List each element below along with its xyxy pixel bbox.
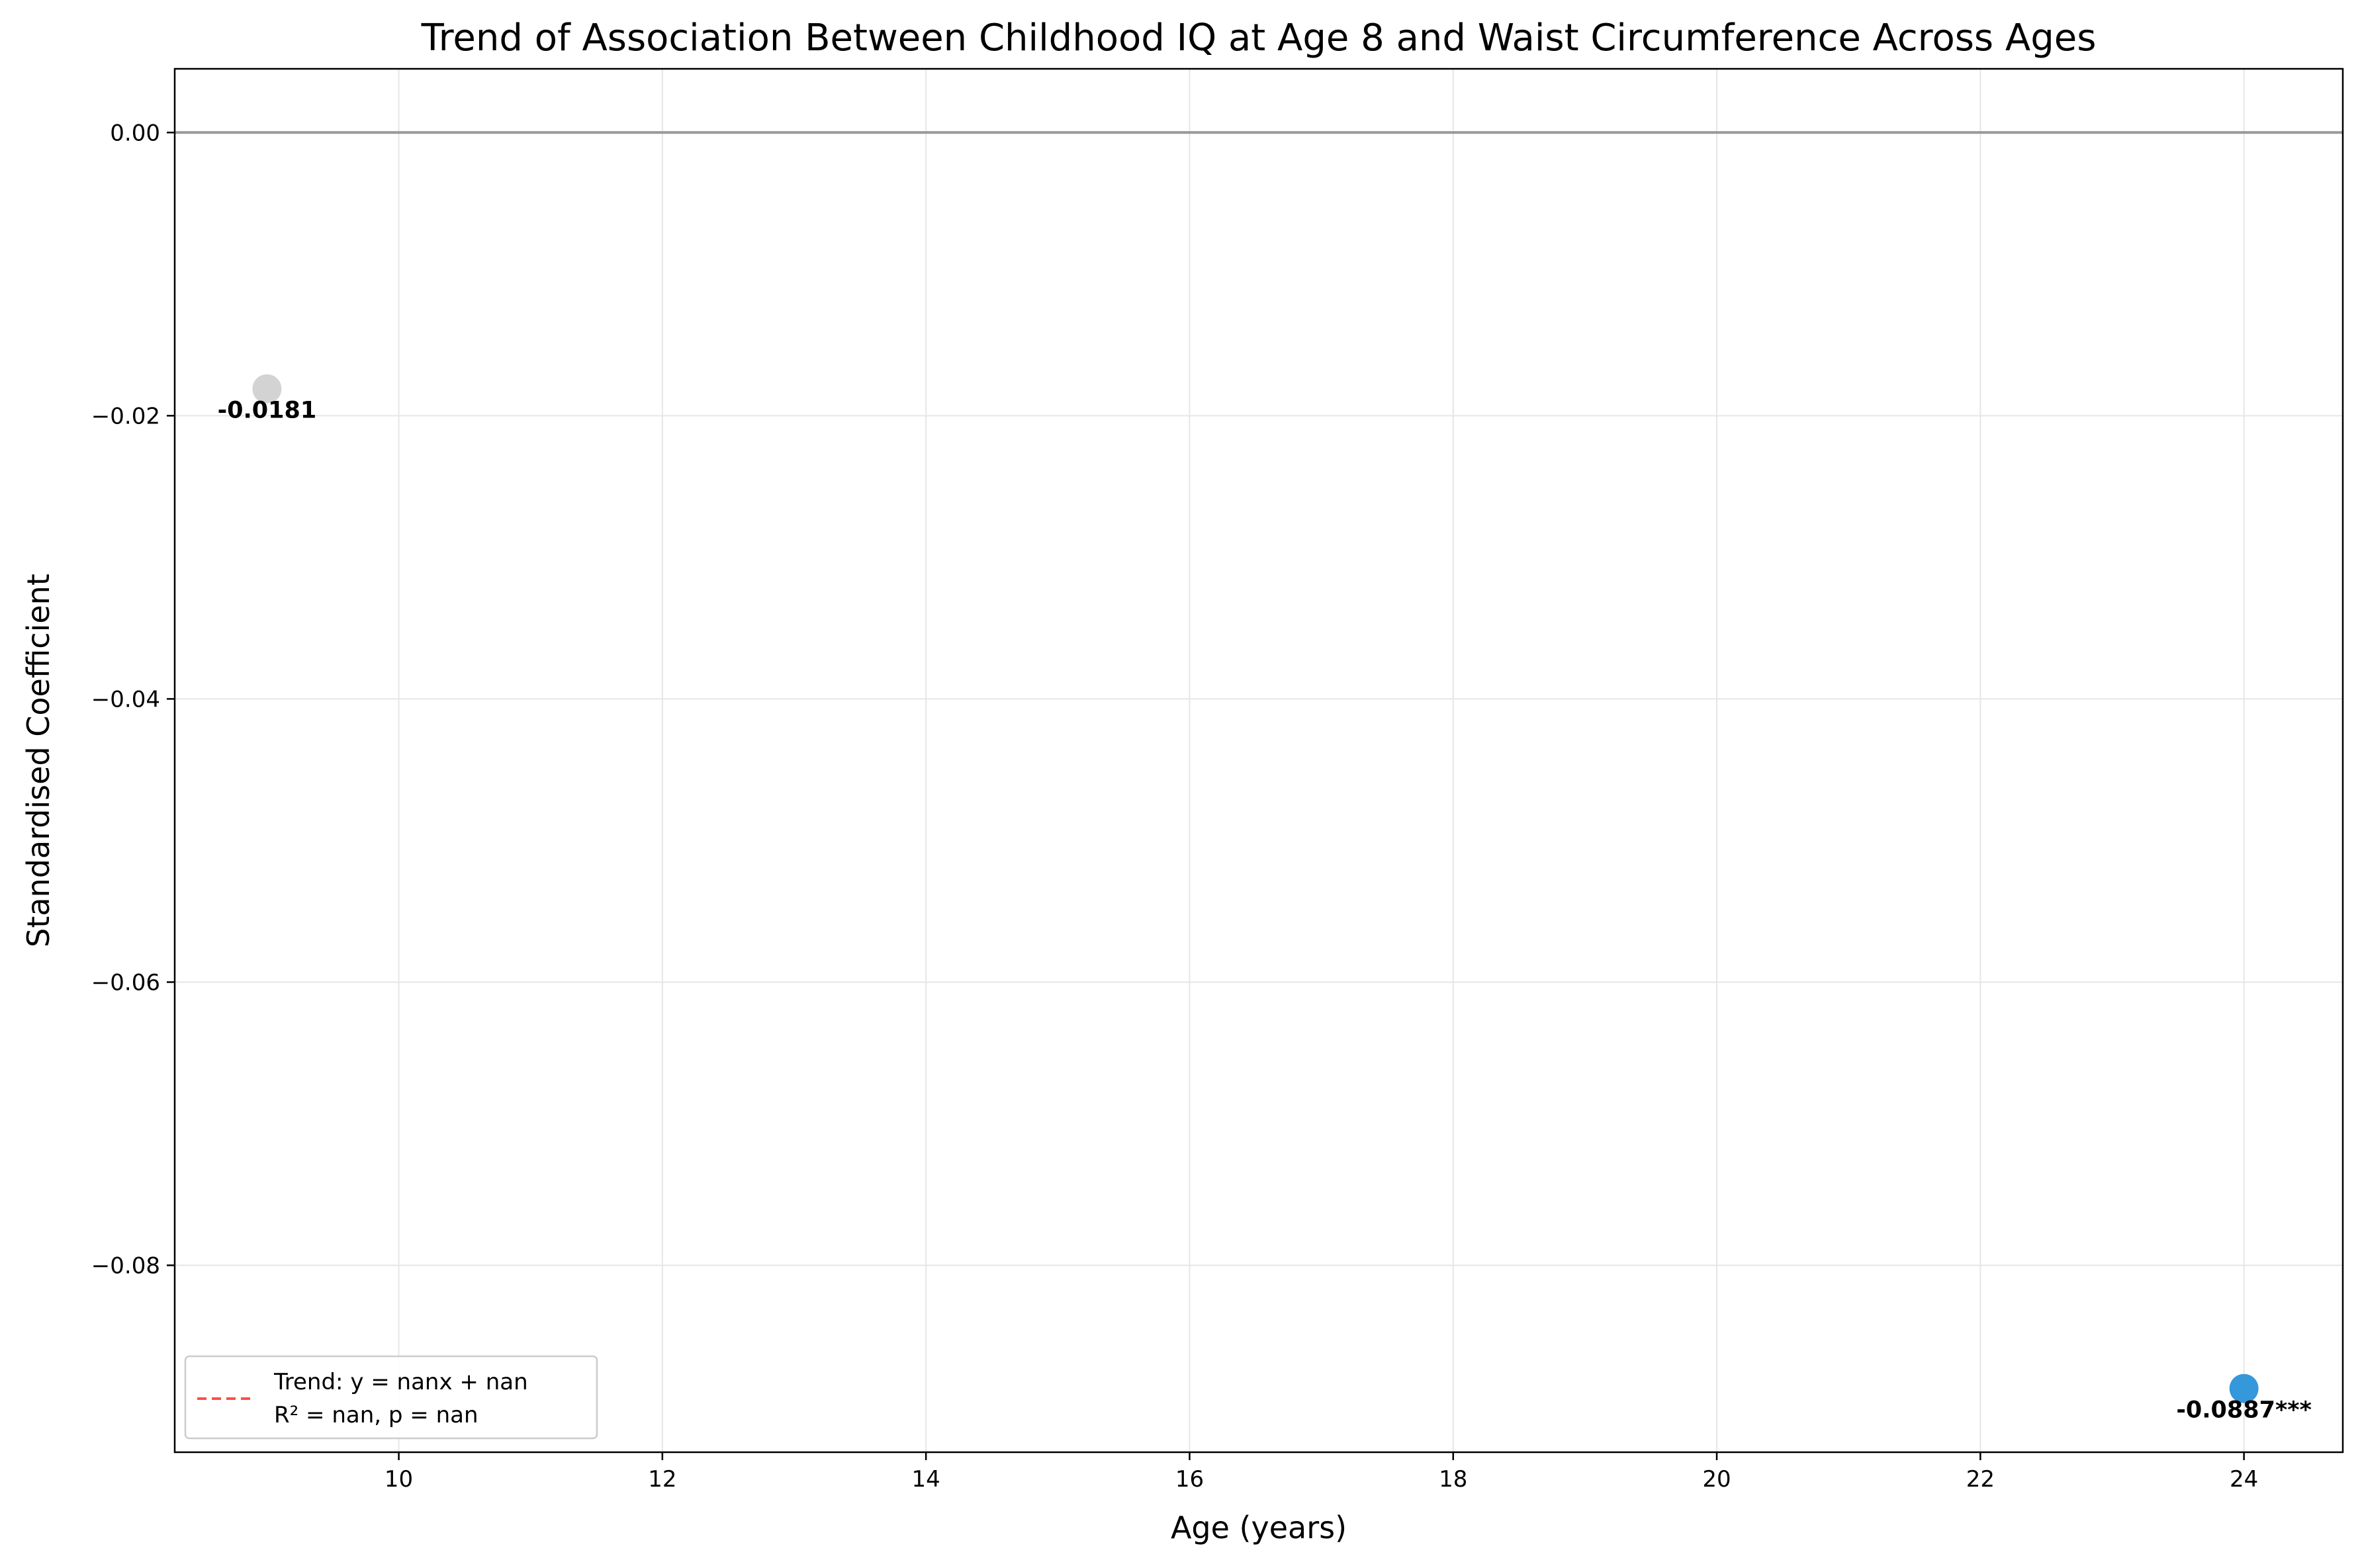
plot-area-frame [173, 67, 2344, 1454]
data-point-label: -0.0181 [218, 398, 317, 424]
y-tick-label: −0.02 [91, 403, 160, 429]
y-tick-label: −0.06 [91, 969, 160, 996]
chart-title: Trend of Association Between Childhood I… [421, 17, 2097, 60]
ticks-layer: 10 12 14 16 18 20 22 24 0.00 −0.02 −0.04 −0.06 −0.08 [91, 120, 2258, 1493]
data-point [2229, 1373, 2259, 1403]
legend: Trend: y = nanx + nan R² = nan, p = nan [184, 1355, 598, 1440]
x-tick-label: 14 [912, 1466, 940, 1493]
legend-trend-label: Trend: y = nanx + nan [273, 1369, 528, 1395]
data-point [252, 374, 282, 404]
x-tick-label: 12 [648, 1466, 676, 1493]
x-tick-label: 10 [385, 1466, 413, 1493]
legend-stats-label: R² = nan, p = nan [274, 1402, 478, 1428]
legend-box [184, 1355, 598, 1440]
y-tick-label: −0.08 [91, 1252, 160, 1279]
y-tick-label: −0.04 [91, 686, 160, 713]
x-axis-label: Age (years) [1171, 1510, 1347, 1546]
y-axis-label: Standardised Coefficient [21, 574, 56, 947]
y-tick-label: 0.00 [110, 120, 160, 146]
points-layer: -0.0181 -0.0887*** [218, 374, 2312, 1424]
x-tick-label: 24 [2230, 1466, 2258, 1493]
x-tick-label: 22 [1966, 1466, 1995, 1493]
grid-layer [175, 69, 2343, 1452]
x-tick-label: 16 [1175, 1466, 1204, 1493]
x-tick-label: 18 [1439, 1466, 1467, 1493]
x-tick-label: 20 [1702, 1466, 1731, 1493]
data-point-label: -0.0887*** [2176, 1397, 2312, 1424]
